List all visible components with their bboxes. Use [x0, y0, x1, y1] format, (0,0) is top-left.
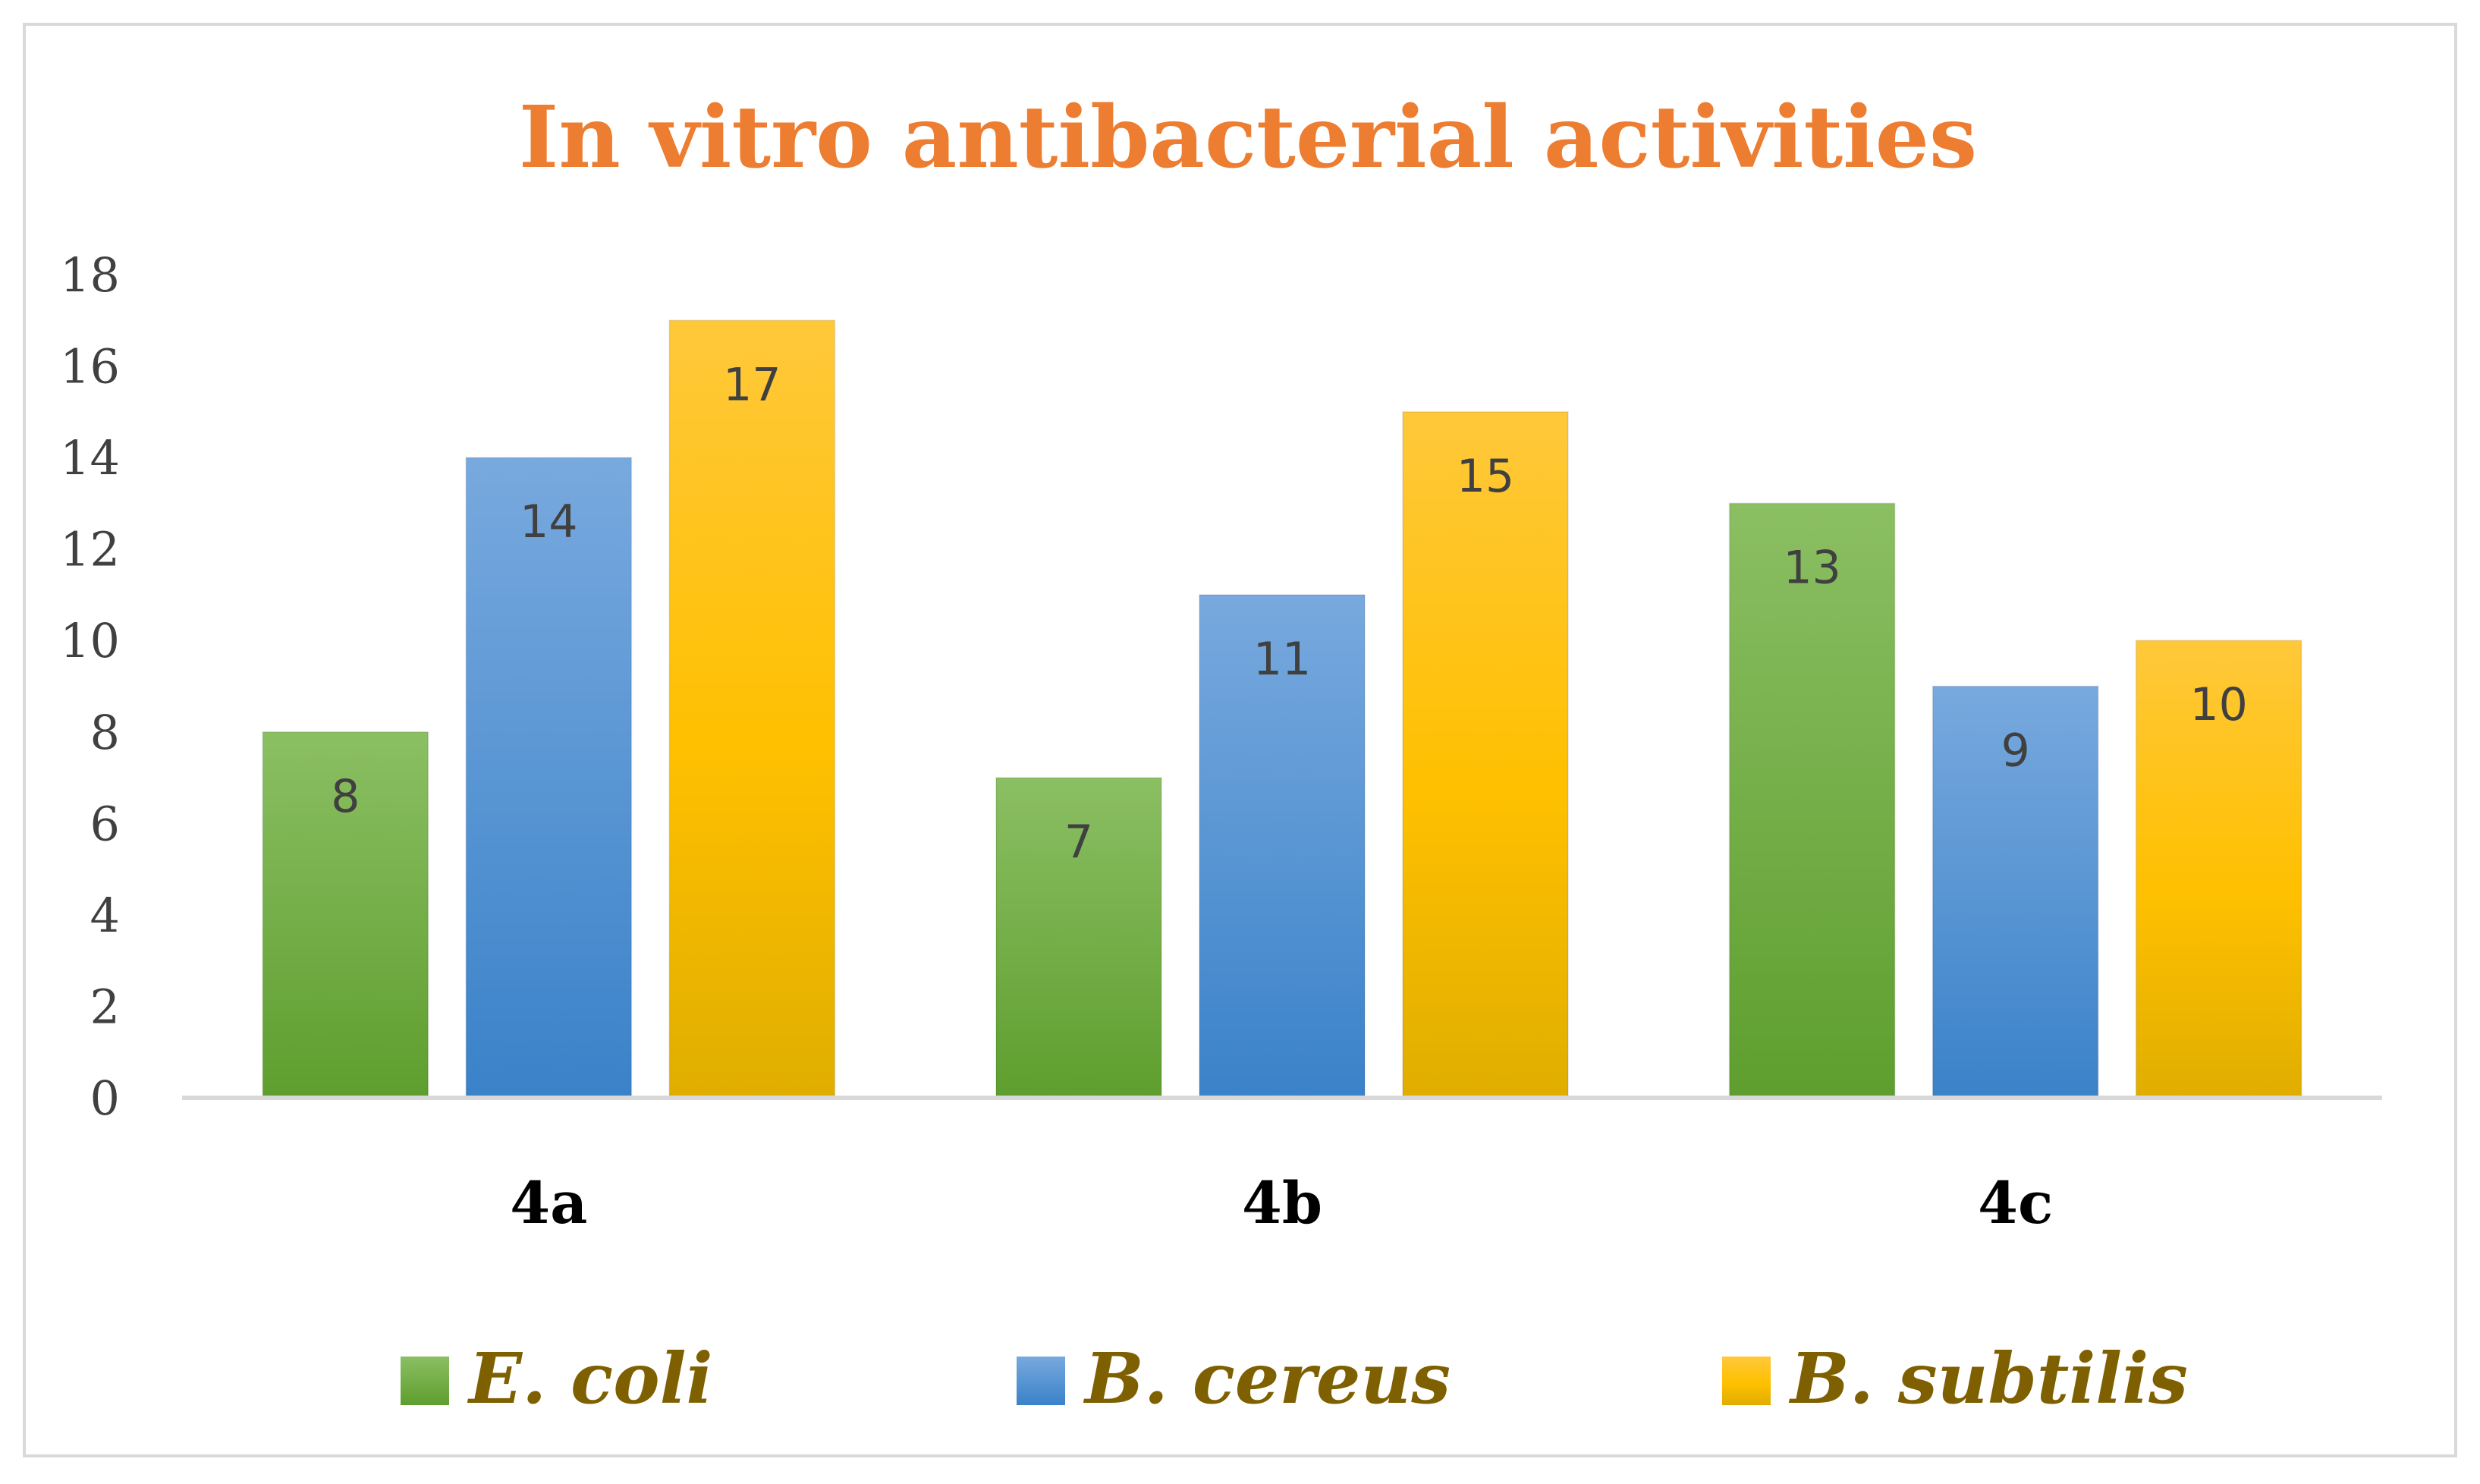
y-tick-label: 14	[60, 430, 120, 486]
bar-4b-2	[1402, 410, 1569, 1099]
bar-4c-1	[1932, 685, 2099, 1099]
legend-swatch	[401, 1357, 449, 1405]
bar-4c-2	[2135, 640, 2302, 1099]
y-tick-label: 6	[90, 796, 120, 851]
y-tick-label: 2	[90, 979, 120, 1034]
y-tick-label: 8	[90, 705, 120, 760]
legend: E. coli B. cereus B. subtilis	[401, 1338, 2188, 1420]
legend-label: E. coli	[467, 1338, 712, 1420]
data-label: 11	[1253, 633, 1311, 686]
data-label: 7	[1064, 816, 1093, 869]
y-tick-label: 4	[90, 888, 120, 943]
legend-swatch	[1017, 1357, 1065, 1405]
y-tick-label: 0	[90, 1071, 120, 1126]
legend-label: B. subtilis	[1788, 1338, 2188, 1420]
bar-4a-1	[465, 457, 633, 1099]
data-label: 13	[1783, 541, 1840, 594]
bar-4c-0	[1728, 502, 1896, 1099]
y-axis: 0 2 4 6 8 10 12 14 16 18	[60, 247, 120, 1126]
bar-4a-2	[668, 319, 836, 1099]
legend-label: B. cereus	[1083, 1338, 1451, 1420]
y-tick-label: 12	[60, 522, 120, 577]
bar-4b-1	[1199, 593, 1366, 1099]
x-category-label: 4c	[1978, 1169, 2053, 1237]
chart-title: In vitro antibacterial activities	[519, 88, 1977, 187]
legend-swatch	[1722, 1357, 1771, 1405]
x-axis: 4a 4b 4c	[510, 1169, 2053, 1237]
y-tick-label: 10	[60, 613, 120, 668]
x-category-label: 4b	[1242, 1169, 1322, 1237]
data-label: 14	[520, 495, 577, 549]
bar-4b-0	[995, 777, 1162, 1099]
data-label: 8	[331, 770, 360, 823]
data-label: 17	[723, 358, 781, 411]
data-label: 9	[2001, 725, 2030, 778]
data-label: 15	[1457, 450, 1514, 503]
data-label: 10	[2189, 678, 2247, 731]
bars: 8 14 17 7 11 15 13 9 10	[262, 319, 2302, 1099]
bar-4a-0	[262, 731, 429, 1099]
y-tick-label: 18	[60, 247, 120, 303]
x-category-label: 4a	[510, 1169, 587, 1237]
y-tick-label: 16	[60, 339, 120, 395]
